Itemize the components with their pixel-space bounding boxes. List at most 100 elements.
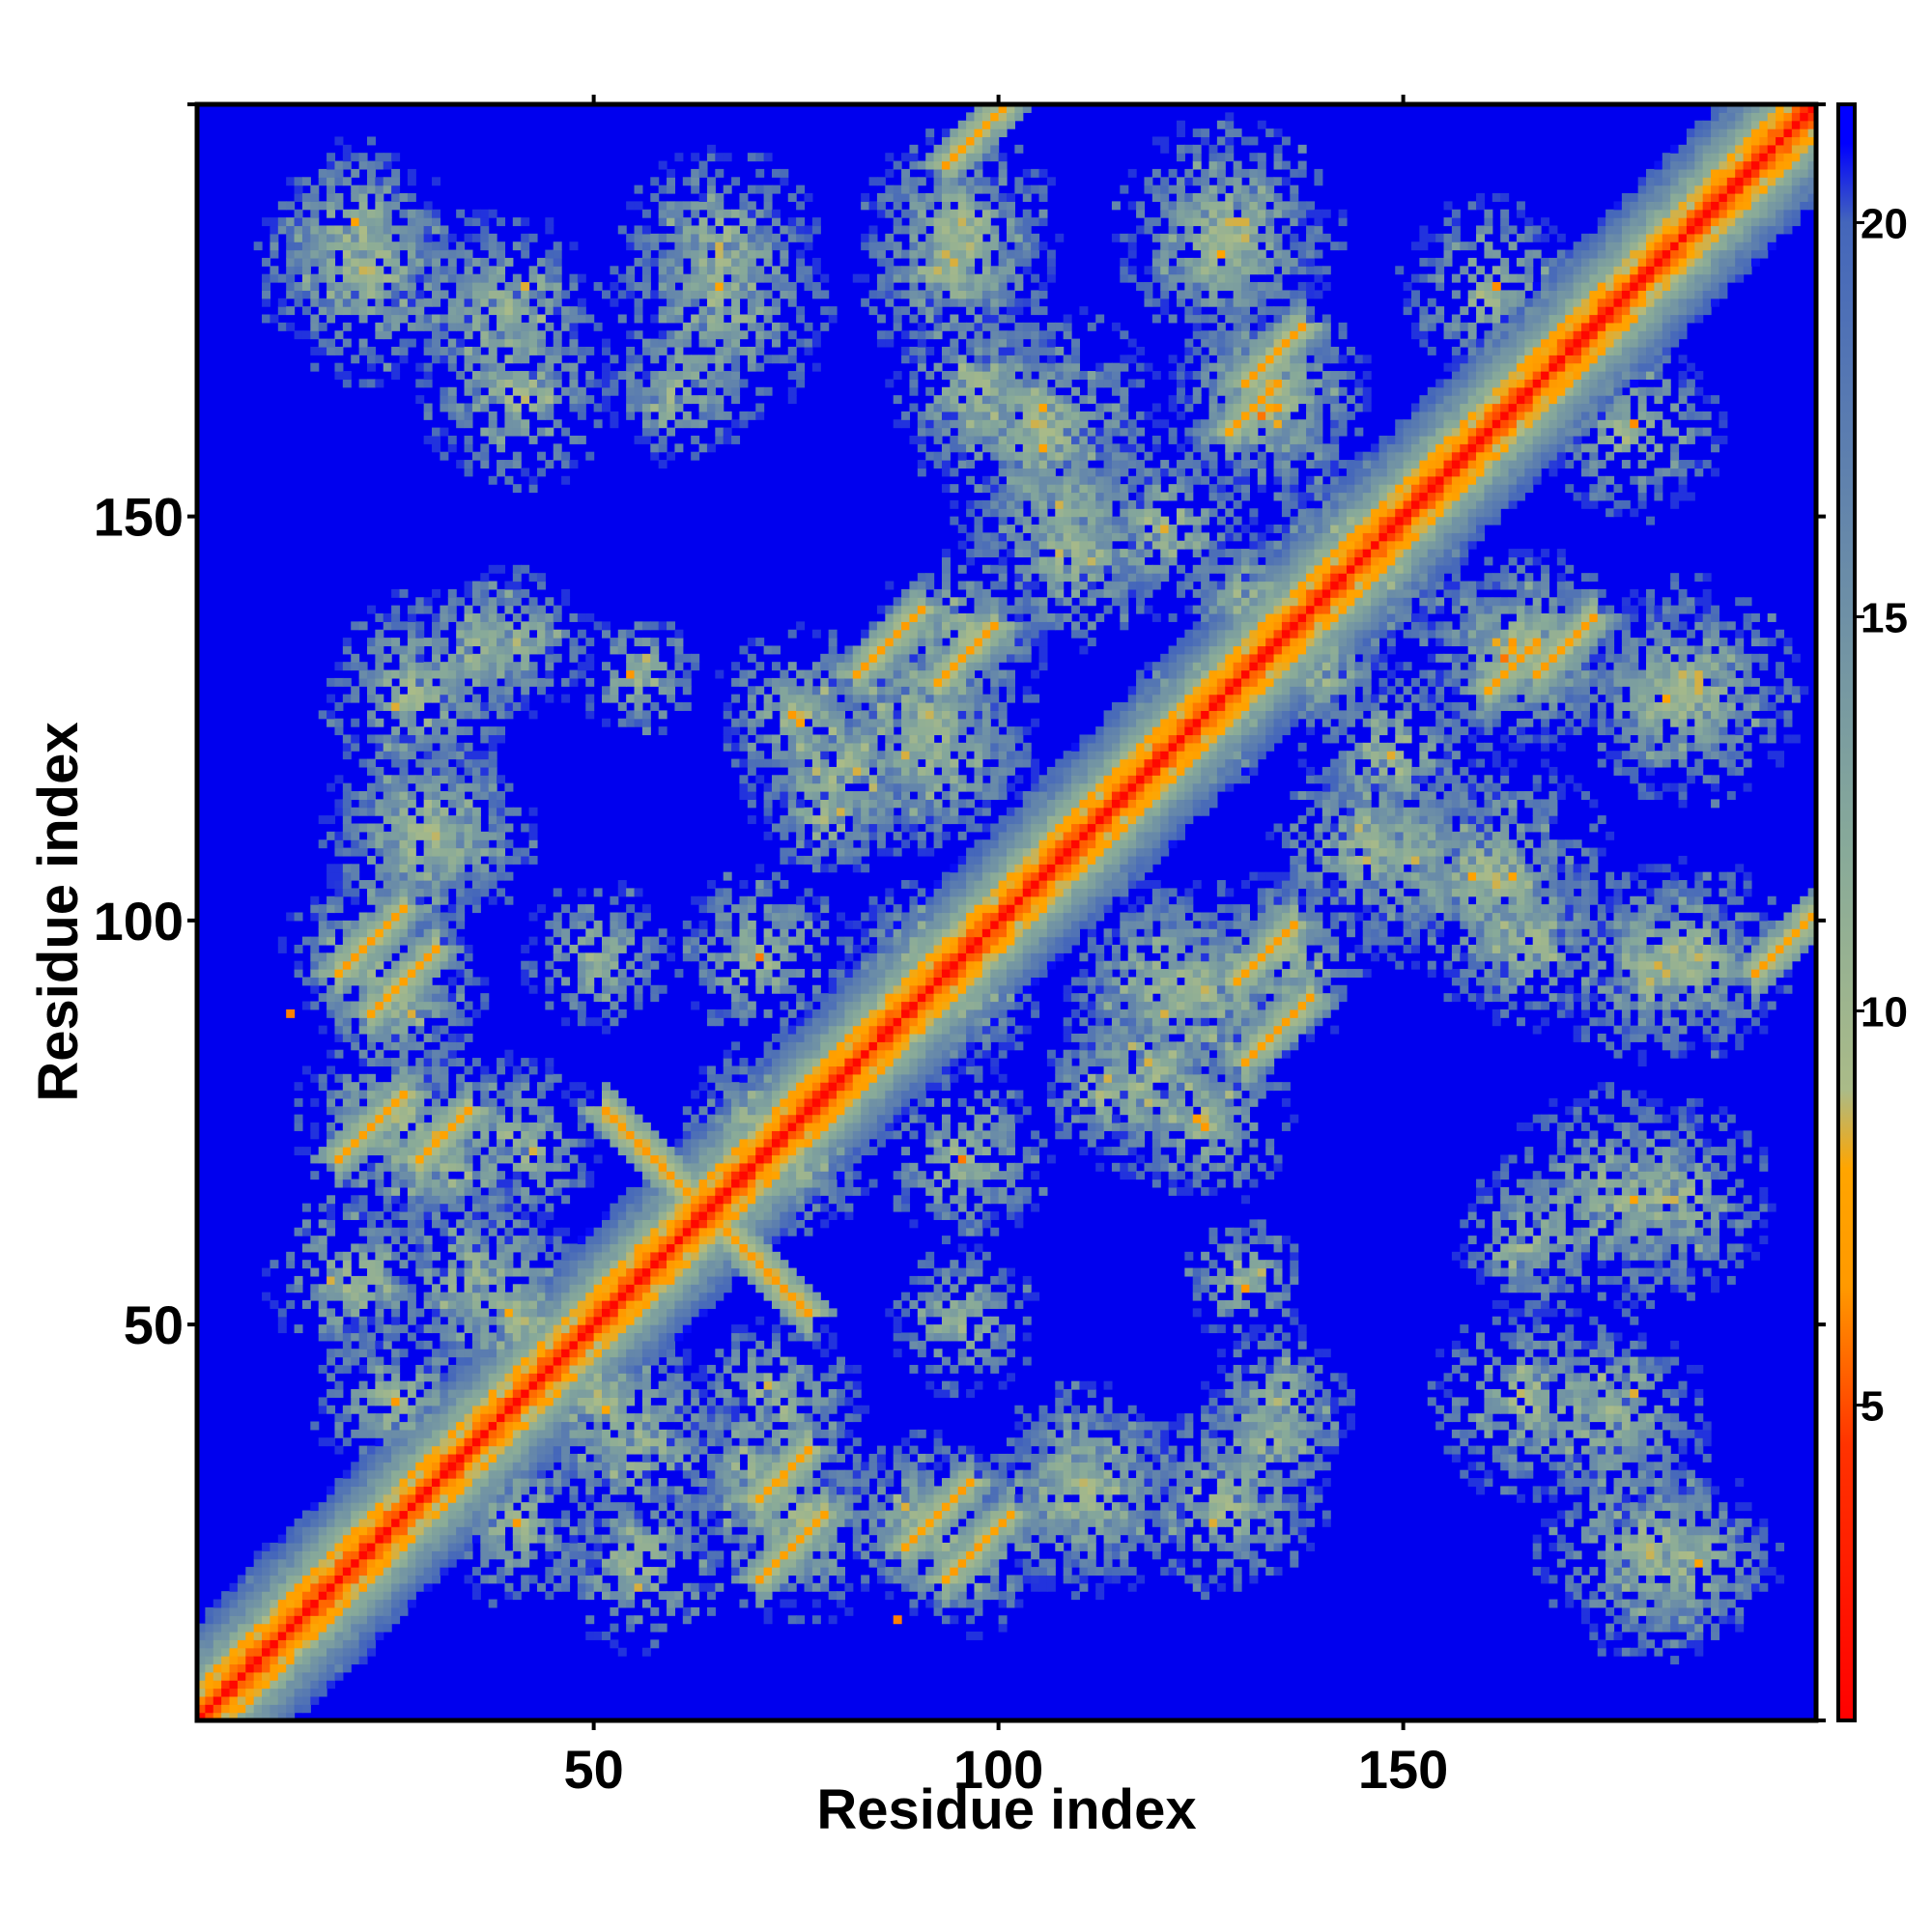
- heatmap-cell: [480, 1340, 490, 1350]
- heatmap-cell: [358, 1421, 368, 1431]
- heatmap-cell: [528, 1227, 538, 1236]
- heatmap-cell: [577, 1284, 586, 1293]
- heatmap-cell: [553, 1380, 562, 1390]
- heatmap-cell: [545, 645, 554, 655]
- heatmap-cell: [641, 1219, 651, 1229]
- heatmap-cell: [634, 1001, 643, 1010]
- heatmap-cell: [440, 427, 449, 437]
- heatmap-cell: [585, 1356, 595, 1366]
- heatmap-cell: [399, 266, 409, 275]
- heatmap-cell: [521, 1462, 530, 1471]
- heatmap-cell: [447, 1260, 457, 1269]
- heatmap-cell: [327, 225, 336, 235]
- heatmap-cell: [488, 1364, 497, 1374]
- heatmap-cell: [650, 1251, 660, 1261]
- heatmap-cell: [270, 1712, 279, 1721]
- heatmap-cell: [682, 1106, 692, 1116]
- heatmap-cell: [327, 1308, 336, 1318]
- heatmap-cell: [391, 266, 401, 275]
- heatmap-cell: [577, 1397, 586, 1406]
- heatmap-cell: [310, 1154, 320, 1164]
- heatmap-cell: [626, 669, 636, 679]
- heatmap-cell: [432, 249, 440, 259]
- heatmap-cell: [375, 775, 384, 784]
- heatmap-cell: [440, 1534, 449, 1544]
- heatmap-cell: [391, 1065, 401, 1075]
- heatmap-cell: [480, 1486, 490, 1495]
- heatmap-cell: [286, 1671, 296, 1681]
- heatmap-cell: [342, 1356, 352, 1366]
- heatmap-cell: [504, 1349, 514, 1358]
- heatmap-cell: [569, 1493, 579, 1503]
- heatmap-cell: [334, 1663, 344, 1673]
- heatmap-cell: [536, 1518, 546, 1527]
- heatmap-cell: [327, 160, 336, 170]
- heatmap-cell: [391, 1445, 401, 1455]
- heatmap-cell: [407, 952, 416, 962]
- heatmap-cell: [577, 1429, 586, 1438]
- heatmap-cell: [432, 588, 440, 598]
- heatmap-cell: [301, 1518, 311, 1527]
- heatmap-cell: [553, 920, 562, 929]
- heatmap-cell: [610, 920, 619, 929]
- heatmap-cell: [593, 1502, 603, 1512]
- heatmap-cell: [471, 871, 481, 881]
- heatmap-cell: [432, 273, 440, 283]
- heatmap-cell: [488, 1453, 497, 1463]
- heatmap-cell: [691, 1591, 700, 1601]
- heatmap-cell: [301, 290, 311, 299]
- heatmap-cell: [294, 1114, 303, 1123]
- heatmap-cell: [262, 1623, 271, 1633]
- heatmap-cell: [375, 895, 384, 905]
- heatmap-cell: [399, 306, 409, 316]
- heatmap-cell: [358, 1195, 368, 1205]
- heatmap-cell: [480, 298, 490, 307]
- heatmap-cell: [423, 314, 433, 324]
- heatmap-cell: [415, 362, 425, 372]
- heatmap-cell: [577, 1275, 586, 1285]
- heatmap-cell: [512, 612, 522, 622]
- heatmap-cell: [342, 928, 352, 938]
- heatmap-cell: [366, 799, 376, 809]
- heatmap-cell: [464, 1389, 473, 1398]
- heatmap-cell: [440, 1510, 449, 1520]
- heatmap-cell: [432, 920, 440, 929]
- heatmap-cell: [310, 895, 320, 905]
- heatmap-cell: [423, 977, 433, 986]
- heatmap-cell: [667, 168, 676, 178]
- heatmap-cell: [447, 662, 457, 671]
- heatmap-cell: [521, 1575, 530, 1584]
- heatmap-cell: [423, 799, 433, 809]
- heatmap-cell: [383, 612, 392, 622]
- heatmap-cell: [432, 177, 440, 186]
- heatmap-cell: [310, 960, 320, 970]
- heatmap-cell: [440, 686, 449, 696]
- heatmap-cell: [464, 1001, 473, 1010]
- heatmap-cell: [497, 362, 506, 372]
- heatmap-cell: [391, 1106, 401, 1116]
- heatmap-cells: [197, 104, 1817, 1721]
- heatmap-cell: [375, 1558, 384, 1568]
- heatmap-cell: [366, 290, 376, 299]
- heatmap-cell: [512, 1082, 522, 1092]
- heatmap-cell: [294, 217, 303, 227]
- heatmap-cell: [528, 1332, 538, 1342]
- heatmap-cell: [641, 1469, 651, 1479]
- heatmap-cell: [674, 1445, 684, 1455]
- heatmap-cell: [245, 1567, 255, 1577]
- heatmap-cell: [667, 1316, 676, 1325]
- heatmap-cell: [682, 952, 692, 962]
- heatmap-cell: [375, 177, 384, 186]
- heatmap-cell: [245, 1623, 255, 1633]
- heatmap-cell: [464, 1106, 473, 1116]
- heatmap-cell: [334, 1647, 344, 1657]
- heatmap-cell: [617, 1097, 627, 1107]
- heatmap-cell: [327, 1195, 336, 1205]
- heatmap-cell: [432, 1211, 440, 1220]
- heatmap-cell: [553, 1275, 562, 1285]
- heatmap-cell: [301, 936, 311, 946]
- heatmap-cell: [432, 912, 440, 922]
- heatmap-cell: [464, 1462, 473, 1471]
- heatmap-cell: [682, 1550, 692, 1560]
- heatmap-cell: [342, 1284, 352, 1293]
